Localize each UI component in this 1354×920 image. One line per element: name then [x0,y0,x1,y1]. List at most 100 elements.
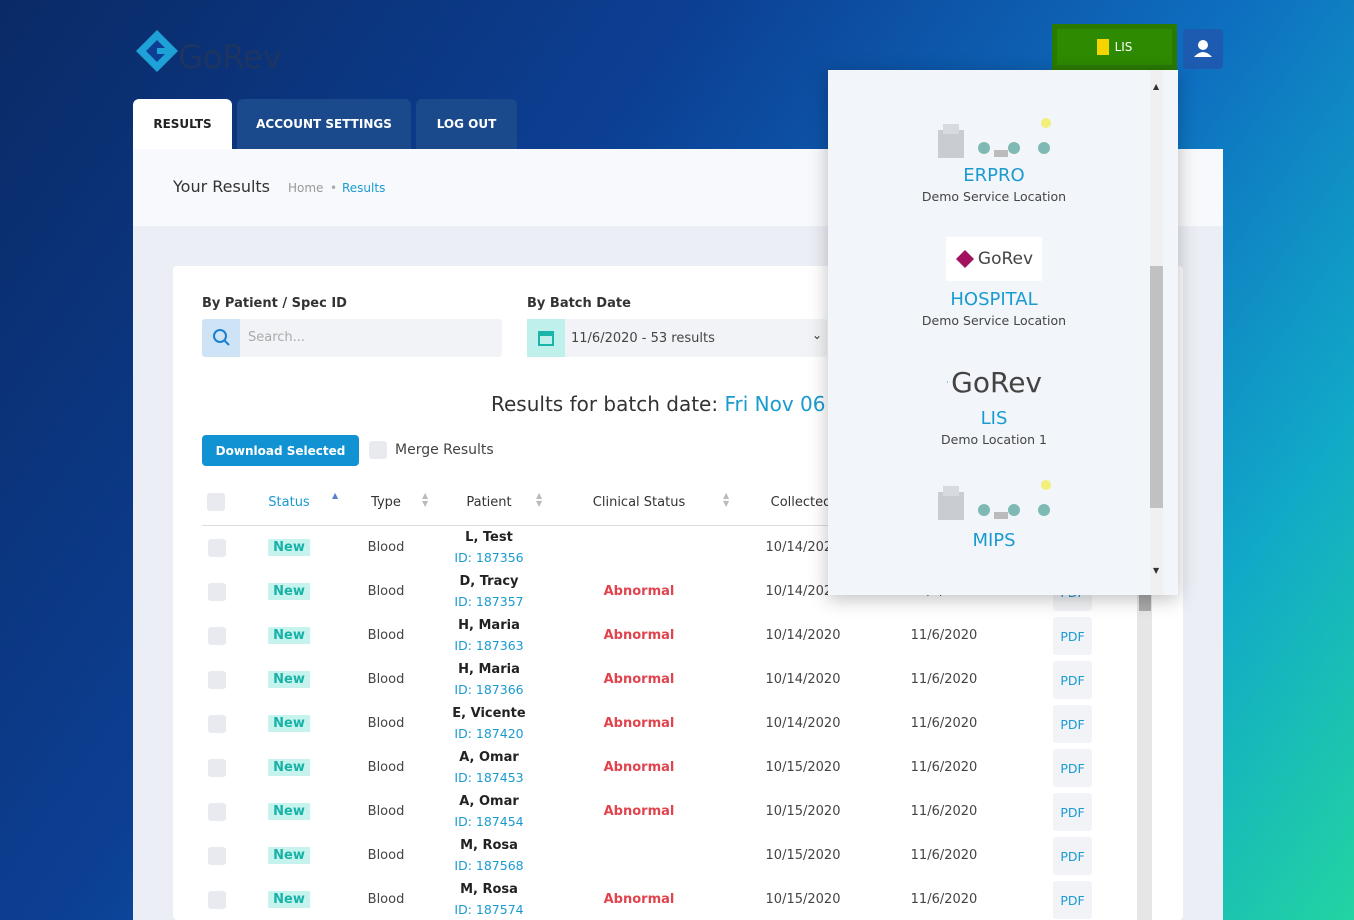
menu-item-name[interactable]: HOSPITAL [950,289,1038,310]
batch-date: 11/6/2020 [910,716,978,731]
logo-icon [947,380,949,384]
location-button[interactable]: LIS [1052,24,1177,70]
patient-name: A, Omar [459,794,519,809]
page-title: Your Results [173,177,271,196]
status-badge: New [268,583,310,600]
user-icon [1194,40,1212,57]
logo-icon [955,250,974,268]
menu-item-location: Demo Service Location [921,189,1067,204]
pdf-button[interactable]: PDF [1053,793,1092,831]
row-checkbox[interactable] [208,847,226,865]
batch-date: 11/6/2020 [910,672,978,687]
table-scroll-thumb[interactable] [1138,595,1151,611]
column-header[interactable]: Clinical Status [592,495,686,510]
row-checkbox[interactable] [208,891,226,909]
patient-id[interactable]: ID: 187568 [454,858,524,873]
patient-name: E, Vicente [452,706,526,721]
tab-logout[interactable]: LOG OUT [416,99,517,149]
row-checkbox[interactable] [208,759,226,777]
row-checkbox[interactable] [208,583,226,601]
row-checkbox[interactable] [208,803,226,821]
pdf-button[interactable]: PDF [1053,617,1092,655]
status-badge: New [268,759,310,776]
column-header[interactable]: Status [268,495,310,510]
patient-name: H, Maria [458,662,520,677]
user-button[interactable] [1183,29,1223,69]
row-checkbox[interactable] [208,539,226,557]
search-input[interactable] [202,319,502,357]
collected-date: 10/14/2020 [765,584,841,599]
row-checkbox[interactable] [208,671,226,689]
patient-name: M, Rosa [460,838,518,853]
menu-item-location: Demo Service Location [921,313,1067,328]
tab-account[interactable]: ACCOUNT SETTINGS [237,99,411,149]
patient-name: M, Rosa [460,882,518,897]
menu-item-name[interactable]: LIS [980,408,1008,429]
type: Blood [367,848,405,863]
status-badge: New [268,847,310,864]
patient-id[interactable]: ID: 187357 [454,594,524,609]
select-arrow: ⌄ [812,328,823,342]
menu-item-name[interactable]: MIPS [972,530,1016,551]
type: Blood [367,804,405,819]
patient-id[interactable]: ID: 187420 [454,726,524,741]
select-all[interactable] [207,493,225,511]
download-button[interactable]: Download Selected [202,435,359,466]
patient-id[interactable]: ID: 187366 [454,682,524,697]
patient-id[interactable]: ID: 187574 [454,902,524,917]
patient-id[interactable]: ID: 187363 [454,638,524,653]
batch-heading: Results for batch date: Fri Nov 06 2020 [491,392,883,416]
table-scrollbar[interactable] [1137,595,1152,920]
collected-date: 10/14/2020 [765,716,841,731]
clinical-status: Abnormal [603,628,675,643]
column-header[interactable]: Patient [466,495,512,510]
tab-results[interactable]: RESULTS [133,99,232,149]
batch-value: 11/6/2020 - 53 results [571,331,715,346]
pdf-button[interactable]: PDF [1053,881,1092,919]
sort-icon[interactable]: ▲ ▼ [422,491,429,508]
batch-select[interactable] [527,319,827,357]
clinical-status: Abnormal [603,584,675,599]
sort-icon[interactable]: ▲ ▼ [723,491,730,508]
column-header[interactable]: Type [371,495,401,510]
batch-date: 11/6/2020 [910,848,978,863]
sort-icon[interactable]: ▲ [332,491,339,500]
sort-icon[interactable]: ▲ ▼ [536,491,543,508]
row-checkbox[interactable] [208,715,226,733]
collected-date: 10/15/2020 [765,804,841,819]
menu-item-name[interactable]: ERPRO [963,165,1025,186]
menu-scroll-thumb[interactable] [1150,266,1163,508]
patient-name: A, Omar [459,750,519,765]
calendar-icon [527,319,565,357]
patient-name: D, Tracy [459,574,519,589]
logo-icon [136,30,178,72]
collected-date: 10/14/2020 [765,672,841,687]
type: Blood [367,672,405,687]
menu-logo: GoRev [946,237,1042,281]
pdf-button[interactable]: PDF [1053,661,1092,699]
logo-text: GoRev [951,365,1042,399]
type: Blood [367,716,405,731]
menu-scrollbar[interactable]: ▲ ▼ [1150,70,1163,595]
clinical-status: Abnormal [603,716,675,731]
status-badge: New [268,671,310,688]
merge-checkbox[interactable] [369,441,387,459]
patient-id[interactable]: ID: 187356 [454,550,524,565]
pdf-button[interactable]: PDF [1053,749,1092,787]
status-badge: New [268,539,310,556]
column-header[interactable]: Collected [770,495,832,510]
type: Blood [367,892,405,907]
placeholder-illustration [938,118,1051,158]
breadcrumb-current: Results [342,181,386,195]
type: Blood [367,760,405,775]
pdf-button[interactable]: PDF [1053,837,1092,875]
clinical-status: Abnormal [603,804,675,819]
row-checkbox[interactable] [208,627,226,645]
status-badge: New [268,891,310,908]
patient-id[interactable]: ID: 187454 [454,814,524,829]
breadcrumb-home[interactable]: Home [288,181,324,195]
patient-id[interactable]: ID: 187453 [454,770,524,785]
header-divider [202,525,1137,526]
status-badge: New [268,627,310,644]
pdf-button[interactable]: PDF [1053,705,1092,743]
